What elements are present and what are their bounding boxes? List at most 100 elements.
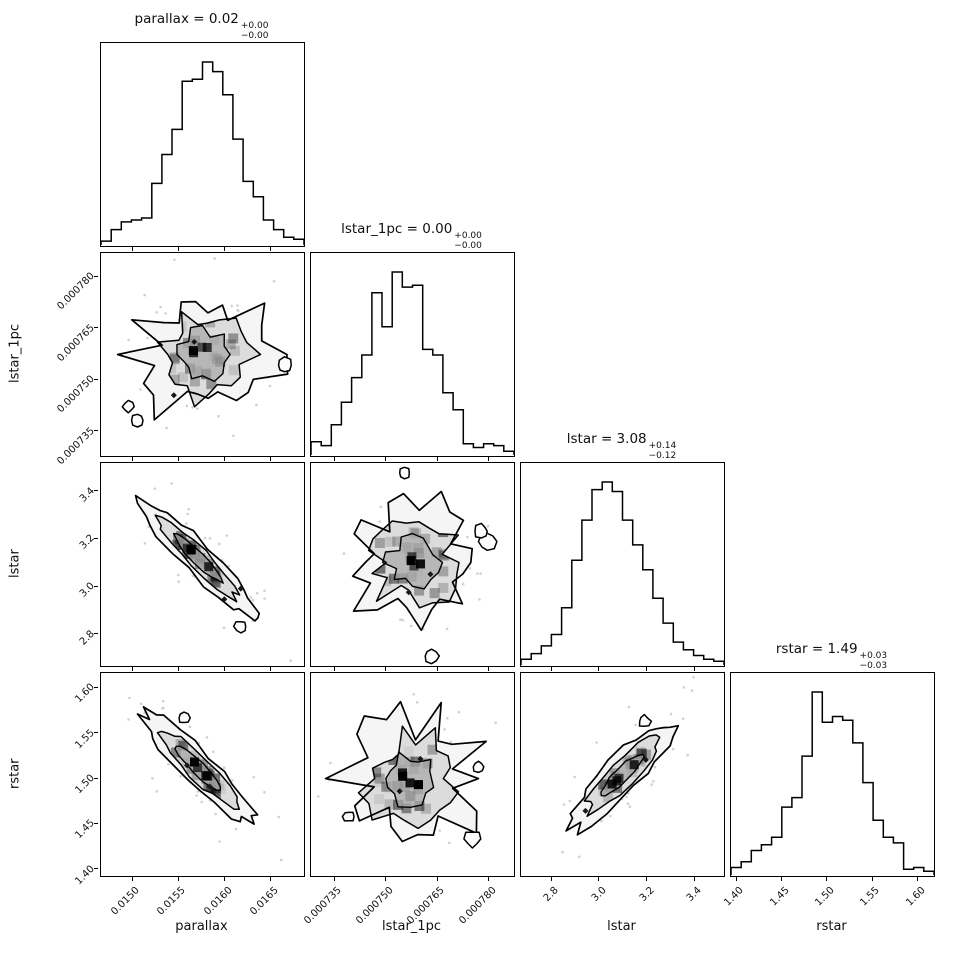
title-lstar1pc-minus: −0.00 (454, 240, 482, 251)
title-parallax-plus: +0.00 (240, 20, 269, 31)
hist-rstar-canvas (731, 691, 934, 875)
title-parallax-uncertainty: +0.00 −0.00 (241, 21, 269, 41)
y-tick (94, 868, 98, 870)
y-tick (94, 686, 98, 688)
title-rstar-text: rstar = 1.49 (775, 641, 858, 657)
title-rstar-uncertainty: +0.03 −0.03 (860, 651, 888, 671)
x-tick (177, 667, 179, 671)
title-lstar-minus: −0.12 (648, 450, 677, 461)
x-tick (871, 877, 873, 881)
x-axis-label-lstar: lstar (607, 919, 636, 934)
x-tick (177, 457, 179, 461)
y-axis-label-lstar: lstar (7, 549, 23, 578)
x-tick (385, 877, 387, 881)
title-lstar-plus: +0.14 (648, 440, 677, 451)
title-lstar1pc-uncertainty: +0.00 −0.00 (454, 231, 482, 251)
title-lstar1pc-plus: +0.00 (454, 230, 482, 241)
y-tick (94, 585, 98, 587)
x-tick (436, 457, 438, 461)
title-rstar-plus: +0.03 (859, 650, 888, 661)
x-tick (270, 667, 272, 671)
panel-rstar-vs-lstar1pc (310, 672, 515, 877)
panel-rstar-vs-lstar (520, 672, 725, 877)
title-lstar1pc-text: lstar_1pc = 0.00 (341, 221, 453, 237)
x-tick (224, 877, 226, 881)
x-tick (550, 877, 552, 881)
x-tick (131, 247, 133, 251)
y-tick (94, 378, 98, 380)
y-tick (94, 327, 98, 329)
x-tick (131, 877, 133, 881)
x-tick (224, 667, 226, 671)
x-tick (131, 457, 133, 461)
title-lstar-uncertainty: +0.14 −0.12 (649, 441, 677, 461)
title-parallax-minus: −0.00 (240, 30, 269, 41)
x-tick (385, 457, 387, 461)
contour-rstar-parallax-canvas (127, 696, 283, 862)
x-axis-label-rstar: rstar (816, 919, 847, 934)
panel-lstar1pc-vs-parallax (100, 252, 305, 457)
contour-rstar-lstar-canvas (561, 676, 695, 859)
x-tick (550, 667, 552, 671)
hist-parallax-canvas (101, 61, 304, 245)
x-tick (131, 667, 133, 671)
y-axis-label-rstar: rstar (7, 758, 23, 789)
panel-hist-lstar (520, 462, 725, 667)
contour-lstar1pc-parallax-canvas (116, 257, 292, 438)
x-tick (917, 877, 919, 881)
y-tick (94, 490, 98, 492)
panel-hist-parallax (100, 42, 305, 247)
x-tick (826, 877, 828, 881)
x-tick (385, 667, 387, 671)
y-tick (94, 777, 98, 779)
x-tick (598, 877, 600, 881)
x-tick (488, 457, 490, 461)
x-tick (436, 667, 438, 671)
x-tick (224, 457, 226, 461)
x-tick (646, 667, 648, 671)
hist-lstar1pc-canvas (311, 271, 514, 455)
panel-hist-lstar1pc (310, 252, 515, 457)
x-tick (270, 457, 272, 461)
x-tick (646, 877, 648, 881)
y-axis-label-lstar1pc: lstar_1pc (7, 324, 23, 383)
panel-rstar-vs-parallax (100, 672, 305, 877)
contour-lstar-parallax-canvas (134, 482, 292, 662)
y-tick (94, 430, 98, 432)
contour-lstar-lstar1pc-canvas (342, 466, 498, 665)
title-lstar-text: lstar = 3.08 (566, 431, 647, 447)
x-axis-label-lstar1pc: lstar_1pc (382, 919, 441, 934)
x-tick (177, 247, 179, 251)
x-tick (693, 877, 695, 881)
contour-rstar-lstar1pc-canvas (317, 693, 497, 849)
title-rstar: rstar = 1.49 +0.03 −0.03 (692, 641, 970, 671)
x-tick (333, 457, 335, 461)
x-tick (177, 877, 179, 881)
x-tick (488, 667, 490, 671)
title-lstar1pc: lstar_1pc = 0.00 +0.00 −0.00 (272, 221, 552, 251)
x-tick (781, 877, 783, 881)
panel-hist-rstar (730, 672, 935, 877)
title-rstar-minus: −0.03 (859, 660, 888, 671)
y-tick (94, 633, 98, 635)
y-tick (94, 822, 98, 824)
x-tick (333, 667, 335, 671)
x-tick (436, 877, 438, 881)
title-parallax: parallax = 0.02 +0.00 −0.00 (62, 11, 342, 41)
hist-lstar-canvas (521, 481, 724, 665)
x-tick (598, 667, 600, 671)
title-parallax-text: parallax = 0.02 (134, 11, 239, 27)
panel-lstar-vs-parallax (100, 462, 305, 667)
x-tick (693, 667, 695, 671)
title-lstar: lstar = 3.08 +0.14 −0.12 (482, 431, 762, 461)
x-tick (488, 877, 490, 881)
y-tick (94, 275, 98, 277)
x-tick (270, 247, 272, 251)
x-tick (333, 877, 335, 881)
y-tick (94, 732, 98, 734)
y-tick (94, 537, 98, 539)
x-axis-label-parallax: parallax (175, 919, 228, 934)
x-tick (224, 247, 226, 251)
x-tick (270, 877, 272, 881)
